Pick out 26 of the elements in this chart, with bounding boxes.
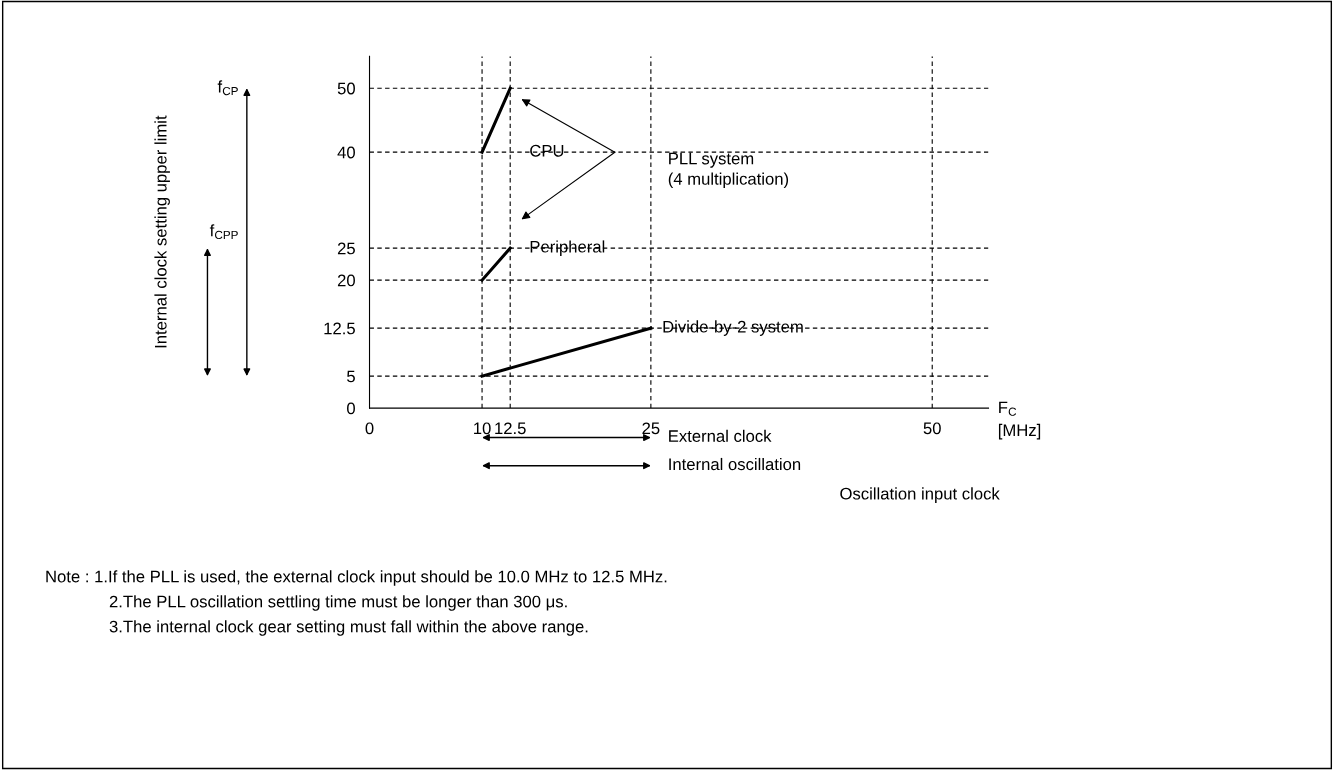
text: External clock xyxy=(669,429,772,442)
text: 3.The internal clock gear setting must fall within the above range. xyxy=(109,620,588,636)
series-label: Divide-by-2 system xyxy=(663,320,803,336)
text: CPU xyxy=(530,144,564,157)
text: Internal oscillation xyxy=(669,457,801,471)
x-tick-label: 10 xyxy=(474,422,491,435)
y-tick-label: 12.5 xyxy=(324,322,355,335)
x-tick-label: 12.5 xyxy=(495,422,526,435)
text: f$_{CP}$ xyxy=(217,80,238,96)
y-tick-label: 40 xyxy=(337,146,355,159)
text: f$_{CPP}$ xyxy=(209,224,238,240)
x-tick-label: 50 xyxy=(923,422,941,435)
text: 2.The PLL oscillation settling time must be longer than 300 μs. xyxy=(109,595,567,611)
y-tick-label: 5 xyxy=(347,370,355,383)
y-tick-label: 50 xyxy=(337,82,355,95)
y-tick-label: 25 xyxy=(337,242,355,255)
text: Oscillation input clock xyxy=(840,487,1000,503)
x-tick-label: 25 xyxy=(642,422,660,435)
series-label: Peripheral xyxy=(530,240,605,256)
x-axis-title: F$_{C}$ [MHz] xyxy=(998,401,1041,440)
y-tick-label: 0 xyxy=(347,402,355,415)
text: Note : 1.If the PLL is used, the external clock input should be 10.0 MHz to 12.5 MHz. xyxy=(46,570,667,586)
x-tick-label: 0 xyxy=(365,422,374,435)
y-tick-label: 20 xyxy=(337,274,355,287)
annotation: PLL system (4 multiplication) xyxy=(668,152,789,189)
text: Internal clock setting upper limit xyxy=(154,115,170,348)
